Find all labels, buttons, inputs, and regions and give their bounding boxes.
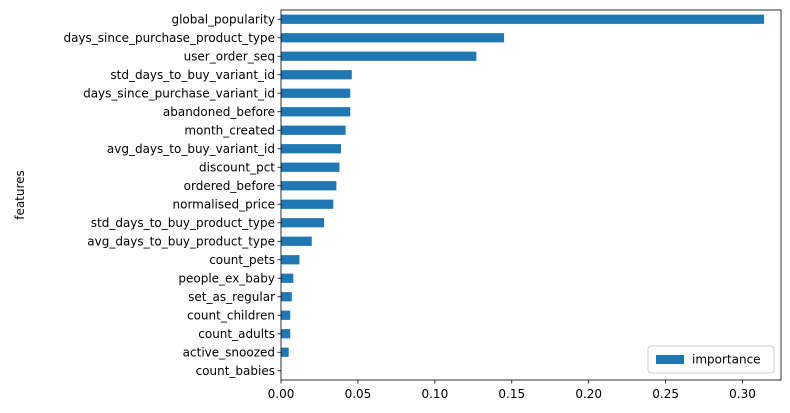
y-tick-label: active_snoozed: [183, 345, 275, 359]
y-tick-label: abandoned_before: [163, 105, 275, 119]
legend-swatch: [656, 355, 684, 364]
y-tick-labels: global_popularity days_since_purchase_pro…: [63, 12, 281, 378]
y-tick-label: count_adults: [198, 327, 275, 341]
y-tick-label: days_since_purchase_product_type: [63, 31, 275, 45]
y-tick-label: days_since_purchase_variant_id: [83, 86, 275, 100]
x-tick-label: 0.05: [345, 387, 372, 401]
legend: importance: [647, 345, 775, 374]
x-tick-label: 0.25: [652, 387, 679, 401]
y-tick-label: discount_pct: [199, 160, 275, 174]
legend-box: [647, 345, 775, 374]
y-tick-label: set_as_regular: [188, 290, 275, 304]
bar-global-popularity: [281, 14, 765, 24]
bar-count-children: [281, 310, 291, 320]
bar-discount-pct: [281, 162, 340, 172]
bar-month-created: [281, 125, 346, 135]
y-tick-label: user_order_seq: [184, 49, 275, 63]
bar-user-order-seq: [281, 51, 477, 61]
bar-count-adults: [281, 329, 291, 339]
y-tick-label: count_babies: [196, 364, 275, 378]
y-tick-label: avg_days_to_buy_product_type: [87, 234, 275, 248]
y-tick-label: global_popularity: [171, 12, 275, 26]
bar-normalised-price: [281, 199, 334, 209]
x-tick-label: 0.00: [268, 387, 295, 401]
bar-avg-days-to-buy-product-type: [281, 236, 312, 246]
x-ticks: 0.00 0.05 0.10 0.15 0.20 0.25 0.30: [268, 380, 756, 401]
y-tick-label: normalised_price: [173, 197, 276, 211]
bar-people-ex-baby: [281, 273, 294, 283]
y-tick-label: ordered_before: [184, 179, 275, 193]
y-tick-label: count_children: [187, 308, 275, 322]
plot-frame: [280, 9, 782, 381]
x-tick-label: 0.10: [421, 387, 448, 401]
bar-std-days-to-buy-variant-id: [281, 70, 352, 80]
x-tick-label: 0.30: [729, 387, 756, 401]
y-tick-label: std_days_to_buy_product_type: [91, 216, 275, 230]
legend-label: importance: [692, 353, 761, 367]
bar-days-since-purchase-product-type: [281, 33, 505, 43]
y-tick-label: count_pets: [209, 253, 275, 267]
bar-active-snoozed: [281, 347, 289, 357]
bar-std-days-to-buy-product-type: [281, 218, 325, 228]
y-tick-label: month_created: [184, 123, 275, 137]
bar-set-as-regular: [281, 292, 292, 302]
y-axis-title: features: [13, 170, 27, 220]
bar-days-since-purchase-variant-id: [281, 88, 351, 98]
x-tick-label: 0.15: [498, 387, 525, 401]
bar-abandoned-before: [281, 107, 351, 117]
bar-count-pets: [281, 255, 300, 265]
y-tick-label: std_days_to_buy_variant_id: [110, 68, 275, 82]
bar-avg-days-to-buy-variant-id: [281, 144, 341, 154]
x-tick-label: 0.20: [575, 387, 602, 401]
y-tick-label: people_ex_baby: [178, 271, 275, 285]
bar-ordered-before: [281, 181, 337, 191]
bars-group: [281, 14, 765, 357]
y-tick-label: avg_days_to_buy_variant_id: [107, 142, 275, 156]
